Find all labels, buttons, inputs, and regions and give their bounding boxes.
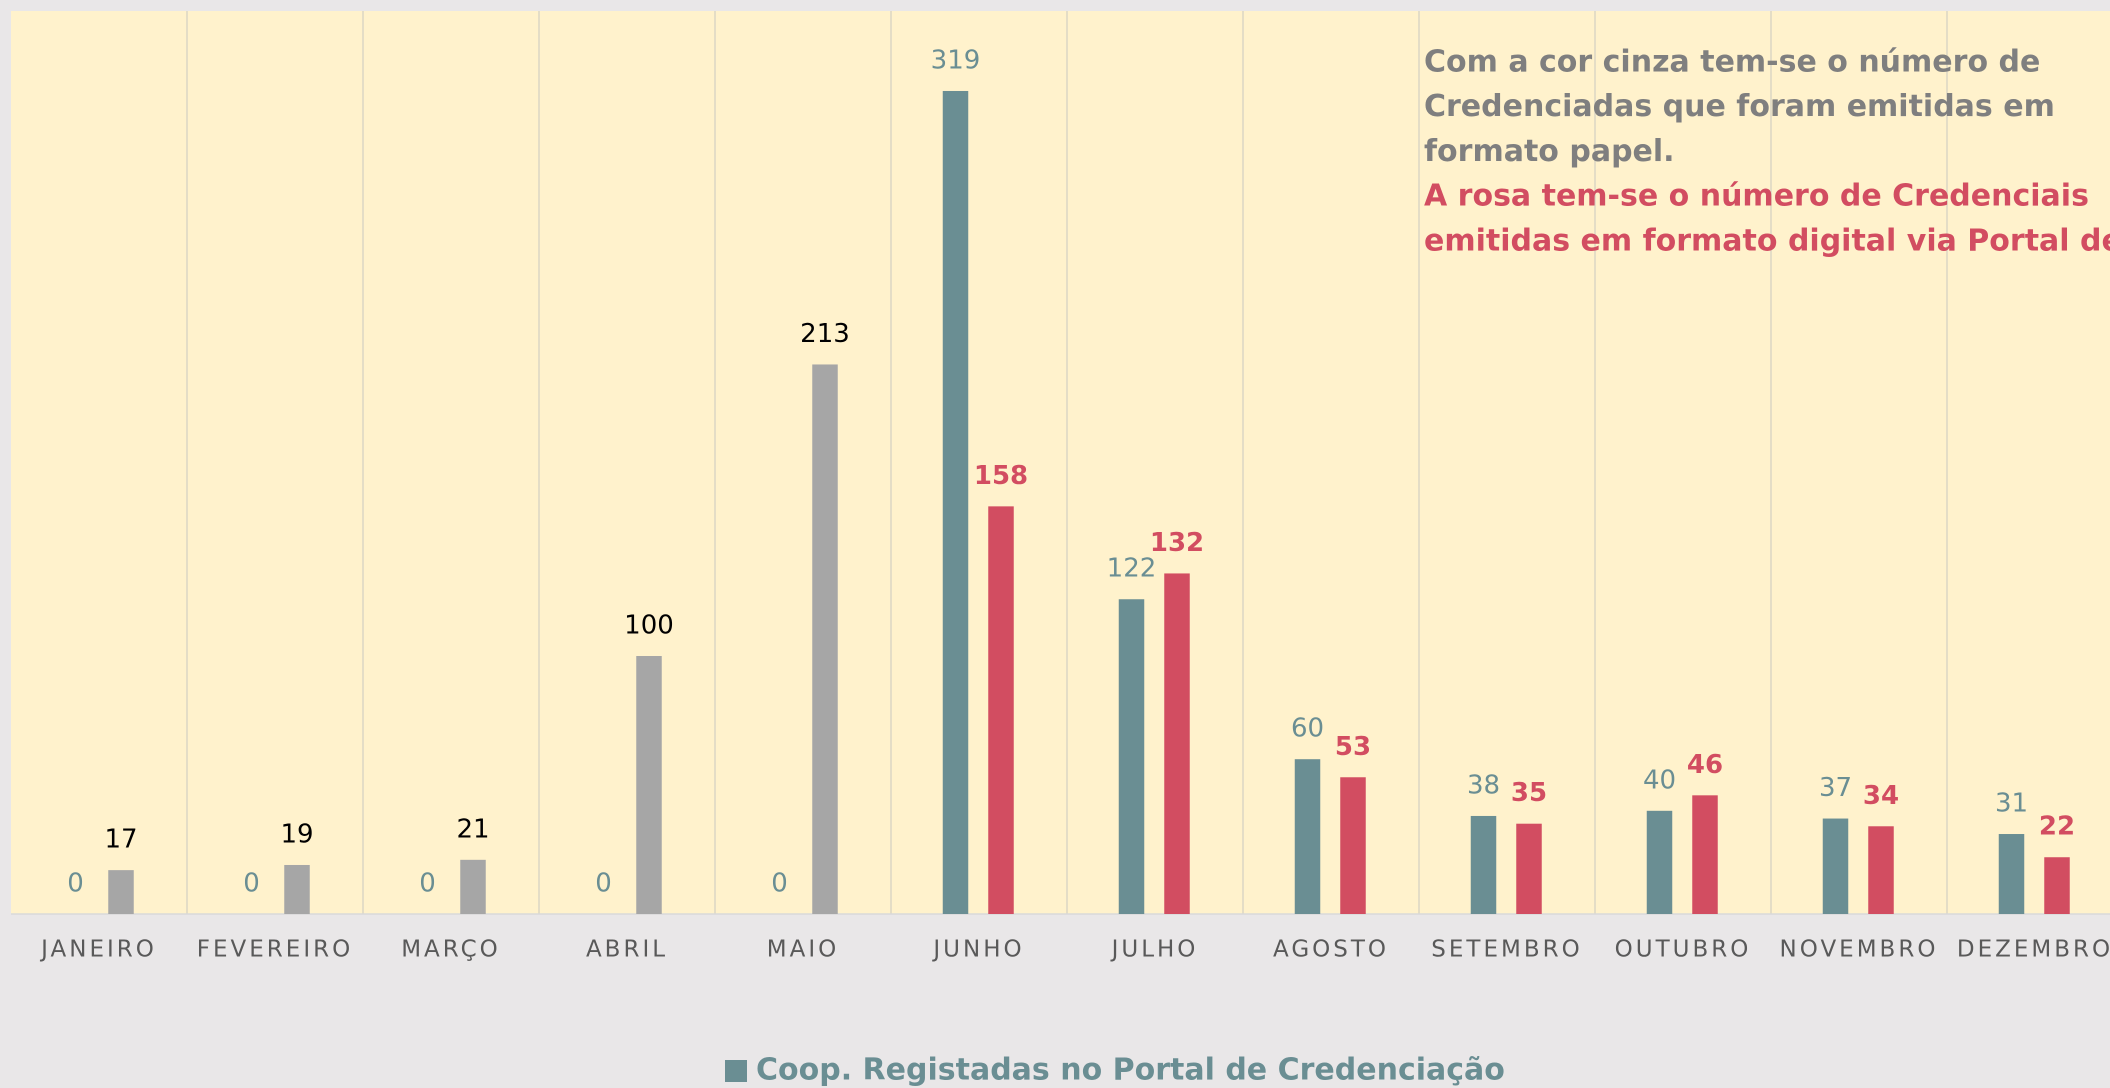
x-tick-label: AGOSTO bbox=[1273, 937, 1389, 963]
data-label: 22 bbox=[2039, 812, 2075, 842]
bar bbox=[988, 506, 1014, 914]
data-label: 132 bbox=[1150, 528, 1204, 558]
annotation: emitidas em formato digital via Portal d… bbox=[1424, 223, 2110, 258]
bar bbox=[1822, 818, 1849, 914]
data-label: 53 bbox=[1335, 732, 1371, 762]
annotation: A rosa tem-se o número de Credenciais bbox=[1424, 179, 2089, 214]
annotation: formato papel. bbox=[1424, 134, 1675, 169]
x-tick-label: JUNHO bbox=[931, 937, 1024, 963]
bar bbox=[460, 859, 486, 914]
bar bbox=[2044, 857, 2070, 914]
x-tick-label: JULHO bbox=[1110, 937, 1199, 963]
annotation: Com a cor cinza tem-se o número de bbox=[1424, 45, 2040, 80]
x-tick-label: MAIO bbox=[767, 937, 839, 963]
data-label: 21 bbox=[456, 814, 489, 844]
bar bbox=[636, 656, 662, 914]
plot-area bbox=[11, 11, 2110, 914]
bar bbox=[1646, 810, 1673, 914]
bar bbox=[108, 870, 134, 914]
data-label: 0 bbox=[67, 869, 84, 899]
annotation: Credenciadas que foram emitidas em bbox=[1424, 89, 2055, 124]
data-label: 34 bbox=[1863, 781, 1899, 811]
bar bbox=[1118, 599, 1145, 914]
bar bbox=[1340, 777, 1366, 914]
x-tick-label: SETEMBRO bbox=[1431, 937, 1582, 963]
data-label: 319 bbox=[931, 45, 981, 75]
bar bbox=[1692, 795, 1718, 914]
legend-label: Coop. Registadas no Portal de Credenciaç… bbox=[756, 1053, 1505, 1088]
x-tick-label: OUTUBRO bbox=[1615, 937, 1752, 963]
data-label: 60 bbox=[1291, 714, 1324, 744]
bar bbox=[1294, 759, 1321, 914]
x-tick-label: JANEIRO bbox=[39, 937, 157, 963]
bar bbox=[1998, 834, 2025, 914]
bar bbox=[942, 90, 969, 915]
bar bbox=[284, 864, 310, 914]
data-label: 0 bbox=[595, 869, 612, 899]
data-label: 19 bbox=[280, 819, 313, 849]
data-label: 213 bbox=[800, 319, 850, 349]
data-label: 0 bbox=[243, 869, 260, 899]
data-label: 0 bbox=[771, 869, 788, 899]
bar bbox=[1470, 815, 1497, 914]
x-tick-label: MARÇO bbox=[401, 937, 501, 963]
x-tick-label: ABRIL bbox=[586, 937, 668, 963]
data-label: 37 bbox=[1819, 773, 1852, 803]
data-label: 46 bbox=[1687, 750, 1723, 780]
x-tick-label: NOVEMBRO bbox=[1780, 937, 1939, 963]
data-label: 35 bbox=[1511, 778, 1547, 808]
bar bbox=[1164, 573, 1190, 914]
data-label: 40 bbox=[1643, 765, 1676, 795]
data-label: 38 bbox=[1467, 770, 1500, 800]
data-label: 31 bbox=[1995, 789, 2028, 819]
bar bbox=[812, 364, 838, 915]
data-label: 158 bbox=[974, 461, 1028, 491]
data-label: 0 bbox=[419, 869, 436, 899]
bar bbox=[1868, 826, 1894, 914]
data-label: 122 bbox=[1107, 554, 1157, 584]
x-tick-label: DEZEMBRO bbox=[1957, 937, 2110, 963]
bar bbox=[1516, 823, 1542, 914]
legend-swatch bbox=[725, 1060, 747, 1082]
x-tick-label: FEVEREIRO bbox=[197, 937, 353, 963]
data-label: 17 bbox=[104, 825, 137, 855]
data-label: 100 bbox=[624, 611, 674, 641]
